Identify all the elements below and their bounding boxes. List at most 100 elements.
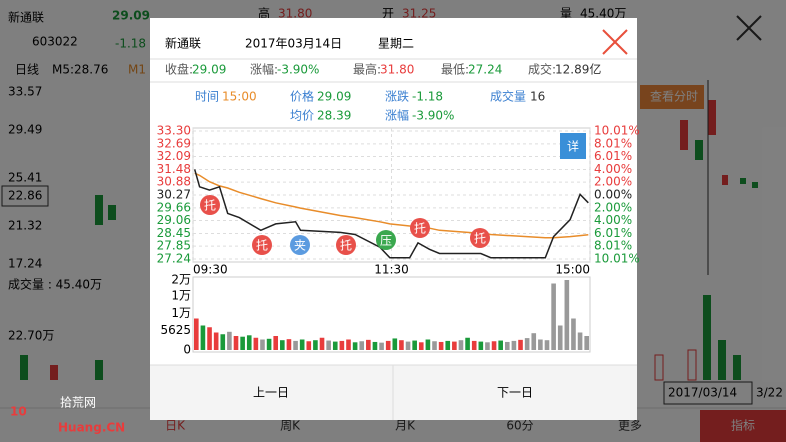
marker-badge [200, 195, 220, 215]
stat-value: 29.09 [192, 63, 226, 77]
y-tick-label: 27.24 [157, 252, 191, 266]
previous-day[interactable]: 上一日 [253, 386, 289, 400]
volume-bar [412, 340, 417, 350]
volume-bar [359, 341, 365, 350]
volume-bar [531, 333, 537, 350]
dialog-date: 2017年03月14日 [245, 37, 342, 51]
volume-bar [213, 332, 219, 350]
stat-value: 31.80 [380, 63, 414, 77]
next-day[interactable]: 下一日 [497, 386, 533, 400]
y-tick-label: 32.09 [157, 149, 191, 163]
detail-button[interactable] [560, 133, 586, 159]
volume-bar [577, 332, 583, 350]
stat-value: -3.90% [277, 63, 319, 77]
volume-bar [273, 336, 279, 350]
volume-bar [491, 341, 497, 350]
marker-label: 托 [204, 199, 216, 213]
marker-label: 压 [380, 234, 392, 248]
volume-bar [544, 340, 550, 350]
info-label: 涨幅 [385, 108, 409, 123]
volume-bar [233, 336, 239, 350]
volume-bar [571, 318, 576, 350]
y-tick-label: 30.27 [157, 188, 191, 202]
y-tick-label: 29.06 [157, 213, 191, 227]
volume-bar [366, 339, 371, 350]
dialog [150, 18, 637, 420]
dialog-close[interactable] [602, 29, 628, 55]
y-tick-label: 30.88 [157, 175, 191, 189]
volume-tick-label: 1万 [171, 306, 191, 320]
stat-label: 最高: [353, 62, 381, 77]
marker-label: 夹 [294, 239, 306, 253]
y-tick-label: 29.66 [157, 200, 191, 214]
info-value: 15:00 [222, 90, 257, 104]
volume-bar [339, 340, 345, 350]
volume-bar [445, 340, 451, 350]
watermark-site: 拾荒网 [60, 395, 96, 410]
volume-bar [266, 338, 272, 350]
volume-bar [471, 340, 477, 350]
marker-badge [470, 228, 490, 248]
volume-bar [518, 339, 523, 350]
marker-badge [410, 218, 430, 238]
y2-tick-label: 4.00% [594, 162, 632, 176]
info-value: 16 [530, 90, 545, 104]
volume-bar [432, 341, 437, 350]
price-line [194, 172, 589, 239]
y2-tick-label: 10.01% [594, 124, 640, 138]
volume-bar [452, 341, 457, 350]
volume-bar [418, 342, 424, 350]
volume-bar [438, 341, 444, 350]
volume-bar [253, 337, 259, 350]
info-value: 29.09 [317, 90, 351, 104]
volume-tick-label: 5625 [160, 323, 191, 337]
stat-label: 成交: [528, 62, 556, 77]
info-value: 28.39 [317, 109, 351, 123]
volume-bar [564, 280, 570, 350]
volume-bar [399, 340, 404, 350]
y-tick-label: 28.45 [157, 226, 191, 240]
volume-bar [220, 334, 226, 350]
marker-badge [376, 230, 396, 250]
volume-bar [293, 340, 298, 350]
volume-bar [551, 283, 556, 350]
y-tick-label: 32.69 [157, 136, 191, 150]
stat-label: 最低: [441, 63, 469, 77]
info-value: -1.18 [412, 90, 443, 104]
volume-bar [372, 341, 378, 350]
volume-bar [332, 341, 338, 350]
volume-bar [524, 338, 530, 350]
info-label: 涨跌 [385, 89, 409, 104]
y2-tick-label: 8.01% [594, 136, 632, 150]
volume-bar [240, 336, 245, 350]
volume-bar [557, 325, 563, 350]
volume-bar [319, 337, 325, 350]
volume-bar [352, 342, 358, 350]
y2-tick-label: 4.00% [594, 213, 632, 227]
volume-frame [192, 276, 591, 353]
x-tick-label: 11:30 [374, 263, 409, 277]
volume-bar [313, 340, 318, 350]
detail-label: 详 [567, 139, 579, 154]
volume-bar [299, 339, 305, 350]
marker-label: 托 [256, 239, 268, 253]
y2-tick-label: 10.01% [594, 252, 640, 266]
volume-bar [286, 339, 292, 350]
volume-bar [227, 331, 232, 350]
volume-bar [478, 341, 484, 350]
y2-tick-label: 8.01% [594, 239, 632, 253]
volume-bar [465, 337, 470, 350]
info-value: -3.90% [412, 109, 454, 123]
y-tick-label: 33.30 [157, 124, 191, 138]
marker-label: 托 [474, 232, 486, 246]
marker-label: 托 [414, 222, 426, 236]
marker-label: 托 [340, 239, 352, 253]
volume-bar [207, 327, 212, 350]
watermark-domain: Huang.CN [58, 421, 125, 435]
volume-bar [326, 340, 331, 350]
y2-tick-label: 6.01% [594, 149, 632, 163]
volume-bar [280, 340, 285, 350]
volume-bar [306, 341, 312, 350]
info-label: 时间 [195, 90, 219, 104]
